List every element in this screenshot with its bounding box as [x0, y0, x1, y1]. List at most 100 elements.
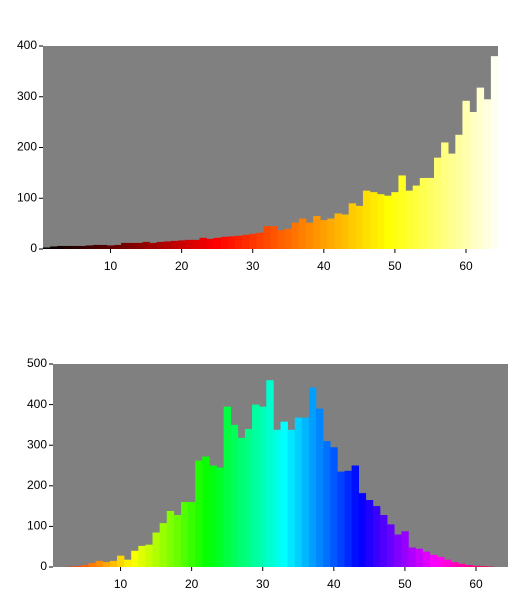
bar	[252, 404, 260, 567]
y-tick-label: 300	[27, 437, 47, 451]
bar	[145, 544, 153, 567]
bar	[451, 562, 459, 567]
bar	[237, 437, 246, 567]
bar	[99, 244, 108, 249]
x-tick-label: 30	[256, 577, 270, 591]
bar	[429, 554, 438, 567]
bar	[142, 241, 150, 249]
bar	[135, 242, 143, 249]
bar	[88, 562, 96, 567]
bar	[291, 222, 300, 249]
bar	[327, 218, 335, 249]
bar	[301, 417, 310, 567]
bar	[270, 226, 278, 249]
bar	[124, 559, 132, 567]
bar	[74, 566, 82, 567]
bar	[156, 241, 165, 249]
bar	[372, 506, 381, 567]
bar	[344, 470, 352, 567]
bar	[220, 236, 229, 249]
x-tick-label: 20	[185, 577, 199, 591]
x-tick-label: 60	[459, 259, 473, 273]
bar	[213, 237, 222, 249]
bar	[116, 555, 125, 567]
bar	[351, 465, 360, 567]
bar	[306, 222, 314, 249]
bar	[287, 429, 296, 567]
x-tick-label: 30	[246, 259, 260, 273]
bar	[405, 190, 413, 249]
bar	[394, 534, 402, 567]
bar	[298, 218, 307, 249]
bar	[188, 502, 196, 567]
bar	[408, 547, 416, 567]
bar	[387, 524, 395, 567]
bar	[441, 142, 449, 249]
bar	[230, 424, 239, 567]
bar	[114, 244, 122, 249]
bar	[266, 380, 274, 567]
bar	[308, 387, 317, 567]
y-tick-label: 100	[27, 519, 47, 533]
y-tick-label: 0	[40, 559, 47, 573]
bar	[412, 185, 421, 249]
bar	[365, 500, 374, 567]
bar	[159, 523, 168, 567]
bar	[384, 195, 392, 249]
bar	[256, 232, 264, 249]
bar	[85, 245, 94, 249]
bar	[202, 456, 210, 567]
bar	[323, 441, 331, 567]
bar	[483, 99, 492, 249]
bar	[50, 246, 58, 249]
bar	[479, 566, 487, 567]
bar	[227, 236, 236, 249]
bar	[476, 87, 485, 250]
y-tick-label: 200	[17, 140, 37, 154]
bar	[170, 240, 179, 249]
bar	[341, 214, 350, 249]
bar	[163, 241, 172, 249]
y-tick-label: 500	[27, 356, 47, 370]
bar	[330, 447, 338, 567]
bar	[43, 247, 51, 249]
bar	[263, 226, 271, 249]
bar	[152, 532, 160, 567]
bar	[458, 563, 466, 567]
bar	[465, 564, 473, 567]
bar	[462, 100, 470, 249]
bar	[199, 237, 207, 249]
bar	[426, 177, 435, 249]
bar	[273, 429, 281, 567]
bar	[234, 235, 243, 249]
y-tick-label: 0	[30, 241, 37, 255]
x-tick-label: 40	[317, 259, 331, 273]
bar	[180, 502, 189, 567]
bar	[284, 228, 293, 249]
bar	[362, 190, 371, 249]
bar	[259, 406, 267, 567]
bar	[195, 460, 203, 567]
bar	[178, 240, 186, 249]
bar	[444, 559, 452, 567]
bar	[185, 239, 193, 249]
bar	[490, 56, 499, 250]
bar	[358, 493, 367, 567]
x-tick-label: 20	[175, 259, 189, 273]
bar	[138, 545, 146, 567]
bar	[166, 510, 175, 567]
bar	[102, 562, 111, 567]
x-tick-label: 50	[388, 259, 402, 273]
bar	[242, 234, 250, 249]
bar	[448, 153, 456, 249]
bar	[391, 192, 399, 249]
bar	[401, 531, 409, 567]
bar	[320, 220, 328, 249]
bar	[81, 564, 89, 567]
bar	[249, 233, 257, 249]
bar	[316, 408, 324, 567]
bar	[206, 238, 214, 249]
bar	[334, 213, 342, 249]
bar	[71, 245, 79, 249]
